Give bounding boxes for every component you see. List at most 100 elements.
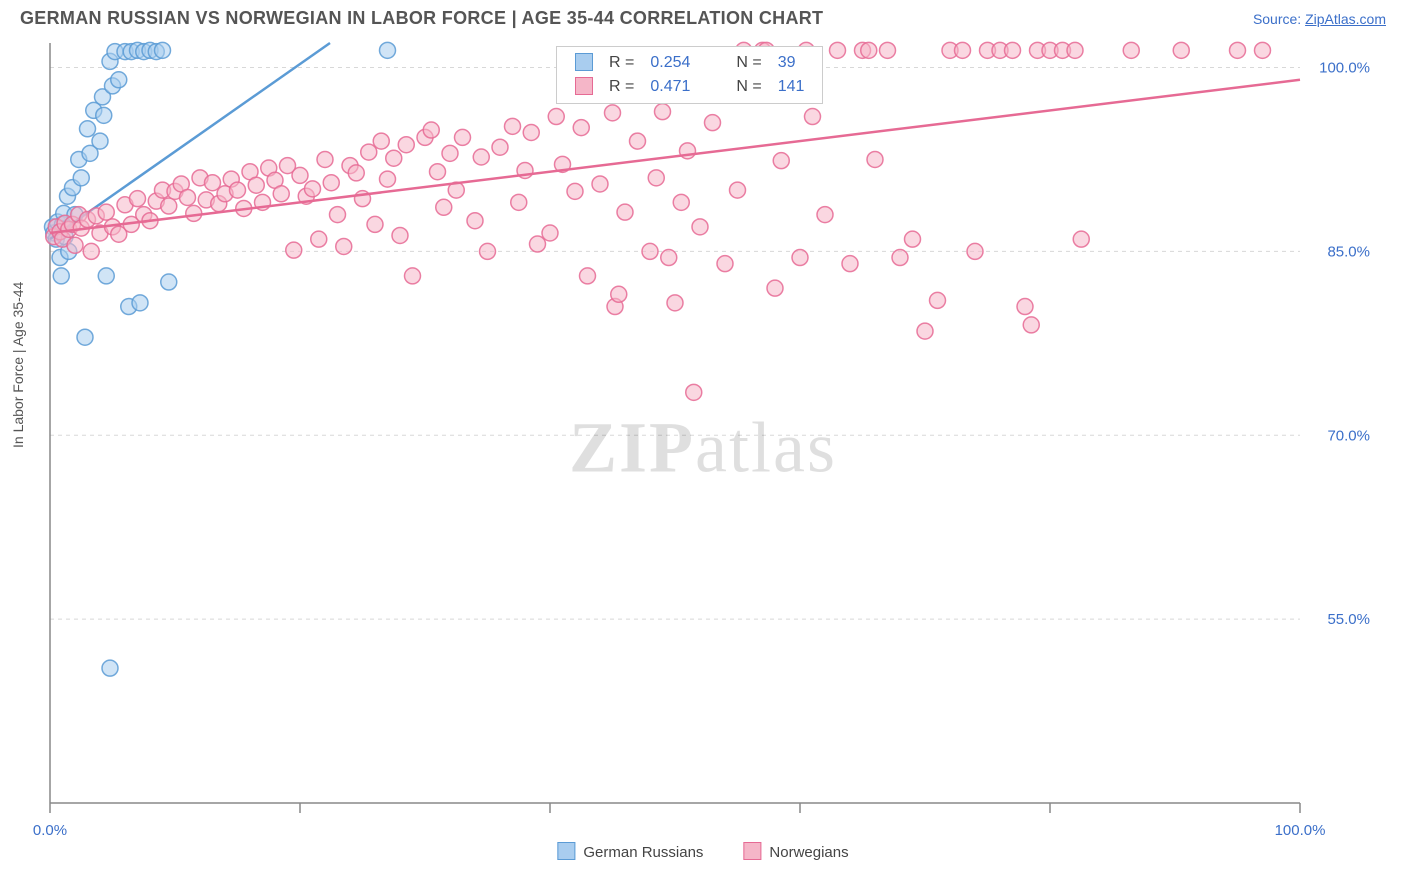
corr-n-label: N = [728,75,769,99]
data-point [905,231,921,247]
data-point [186,205,202,221]
chart-header: GERMAN RUSSIAN VS NORWEGIAN IN LABOR FOR… [0,0,1406,33]
data-point [473,149,489,165]
data-point [792,250,808,266]
data-point [1017,299,1033,315]
data-point [686,384,702,400]
data-point [567,183,583,199]
data-point [398,137,414,153]
data-point [180,189,196,205]
corr-r-label: R = [601,75,642,99]
x-tick-label: 100.0% [1275,822,1326,839]
legend-swatch [575,53,593,71]
data-point [580,268,596,284]
data-point [842,256,858,272]
data-point [1230,42,1246,58]
data-point [548,109,564,125]
data-point [442,145,458,161]
data-point [880,42,896,58]
data-point [655,104,671,120]
data-point [542,225,558,241]
data-point [455,129,471,145]
data-point [1255,42,1271,58]
x-tick-label: 0.0% [33,822,67,839]
data-point [67,237,83,253]
legend-item: German Russians [557,842,703,861]
data-point [348,165,364,181]
data-point [96,107,112,123]
data-point [1067,42,1083,58]
data-point [323,175,339,191]
data-point [1073,231,1089,247]
data-point [392,227,408,243]
data-point [386,150,402,166]
data-point [773,153,789,169]
data-point [80,121,96,137]
data-point [917,323,933,339]
data-point [648,170,664,186]
y-tick-label: 70.0% [1327,427,1370,444]
chart-title: GERMAN RUSSIAN VS NORWEGIAN IN LABOR FOR… [20,8,823,29]
data-point [892,250,908,266]
data-point [817,207,833,223]
series-legend: German Russians Norwegians [557,842,848,861]
legend-item: Norwegians [743,842,848,861]
chart-area: In Labor Force | Age 35-44 0.0% 100.0% 55.… [0,33,1406,863]
data-point [273,186,289,202]
data-point [155,42,171,58]
data-point [530,236,546,252]
data-point [505,118,521,134]
y-axis-label: In Labor Force | Age 35-44 [10,282,26,448]
data-point [77,329,93,345]
corr-r-label: R = [601,51,642,75]
data-point [111,72,127,88]
data-point [480,243,496,259]
corr-r-value: 0.254 [642,51,698,75]
data-point [380,171,396,187]
legend-swatch [575,77,593,95]
source-label: Source: ZipAtlas.com [1253,11,1386,27]
data-point [161,274,177,290]
data-point [367,216,383,232]
source-link[interactable]: ZipAtlas.com [1305,11,1386,27]
data-point [617,204,633,220]
data-point [102,660,118,676]
data-point [423,122,439,138]
y-tick-label: 55.0% [1327,611,1370,628]
data-point [330,207,346,223]
data-point [132,295,148,311]
data-point [305,181,321,197]
y-tick-label: 100.0% [1319,60,1370,77]
data-point [405,268,421,284]
data-point [292,167,308,183]
data-point [373,133,389,149]
corr-n-label: N = [728,51,769,75]
correlation-legend: R =0.254N =39R =0.471N =141 [556,46,823,104]
data-point [161,198,177,214]
corr-n-value: 39 [770,51,813,75]
legend-label: Norwegians [769,844,848,861]
data-point [730,182,746,198]
data-point [867,151,883,167]
data-point [361,144,377,160]
data-point [805,109,821,125]
data-point [1005,42,1021,58]
data-point [83,243,99,259]
data-point [642,243,658,259]
data-point [92,133,108,149]
data-point [667,295,683,311]
legend-label: German Russians [583,844,703,861]
data-point [661,250,677,266]
data-point [523,124,539,140]
data-point [53,268,69,284]
data-point [73,170,89,186]
data-point [130,191,146,207]
data-point [286,242,302,258]
data-point [830,42,846,58]
data-point [98,268,114,284]
data-point [930,292,946,308]
data-point [1023,317,1039,333]
data-point [1123,42,1139,58]
legend-swatch [557,842,575,860]
data-point [955,42,971,58]
